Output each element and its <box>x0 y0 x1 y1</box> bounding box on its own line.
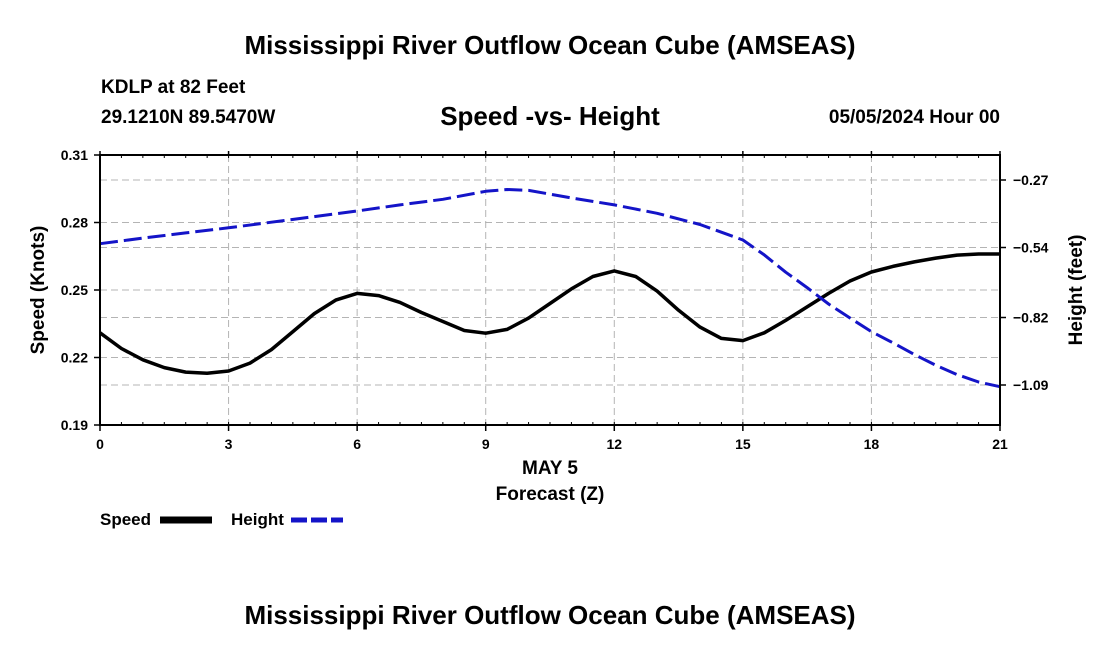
chart-title-top: Mississippi River Outflow Ocean Cube (AM… <box>244 30 856 60</box>
x-tick-label: 18 <box>864 436 880 452</box>
y-tick-label: 0.25 <box>61 282 88 298</box>
station-coordinates: 29.1210N 89.5470W <box>101 107 276 128</box>
x-tick-label: 21 <box>992 436 1008 452</box>
y2-tick-label: −0.82 <box>1013 310 1049 326</box>
x-axis-date-label: MAY 5 <box>522 458 578 479</box>
y-tick-label: 0.28 <box>61 215 88 231</box>
y2-tick-label: −0.27 <box>1013 172 1049 188</box>
series-lines <box>98 188 1001 389</box>
x-tick-label: 3 <box>225 436 233 452</box>
speed-series-line <box>98 252 1000 376</box>
legend-height-label: Height <box>231 510 284 529</box>
y-tick-label: 0.22 <box>61 350 88 366</box>
x-tick-label: 12 <box>606 436 622 452</box>
legend-speed-label: Speed <box>100 510 151 529</box>
station-label: KDLP at 82 Feet <box>101 77 246 98</box>
y2-tick-label: −1.09 <box>1013 377 1049 393</box>
legend: Speed Height <box>100 510 343 529</box>
y-axis-label: Speed (Knots) <box>28 226 49 355</box>
axis-ticks: 0 3 6 9 12 15 18 21 0.19 0.22 0.25 0.28 0.31 −0.27 −0.… <box>61 147 1049 452</box>
x-tick-label: 6 <box>353 436 361 452</box>
x-tick-label: 15 <box>735 436 751 452</box>
y2-tick-label: −0.54 <box>1013 240 1049 256</box>
forecast-date: 05/05/2024 Hour 00 <box>828 107 1000 128</box>
x-tick-label: 0 <box>96 436 104 452</box>
x-tick-label: 9 <box>482 436 490 452</box>
y2-axis-label: Height (feet) <box>1066 235 1087 346</box>
y-tick-label: 0.31 <box>61 147 88 163</box>
chart-subtitle: Speed -vs- Height <box>440 101 660 131</box>
y-tick-label: 0.19 <box>61 417 88 433</box>
gridlines <box>100 155 1000 425</box>
height-series-line <box>99 188 1001 389</box>
x-axis-label: Forecast (Z) <box>496 484 605 505</box>
chart-title-bottom: Mississippi River Outflow Ocean Cube (AM… <box>244 600 856 630</box>
